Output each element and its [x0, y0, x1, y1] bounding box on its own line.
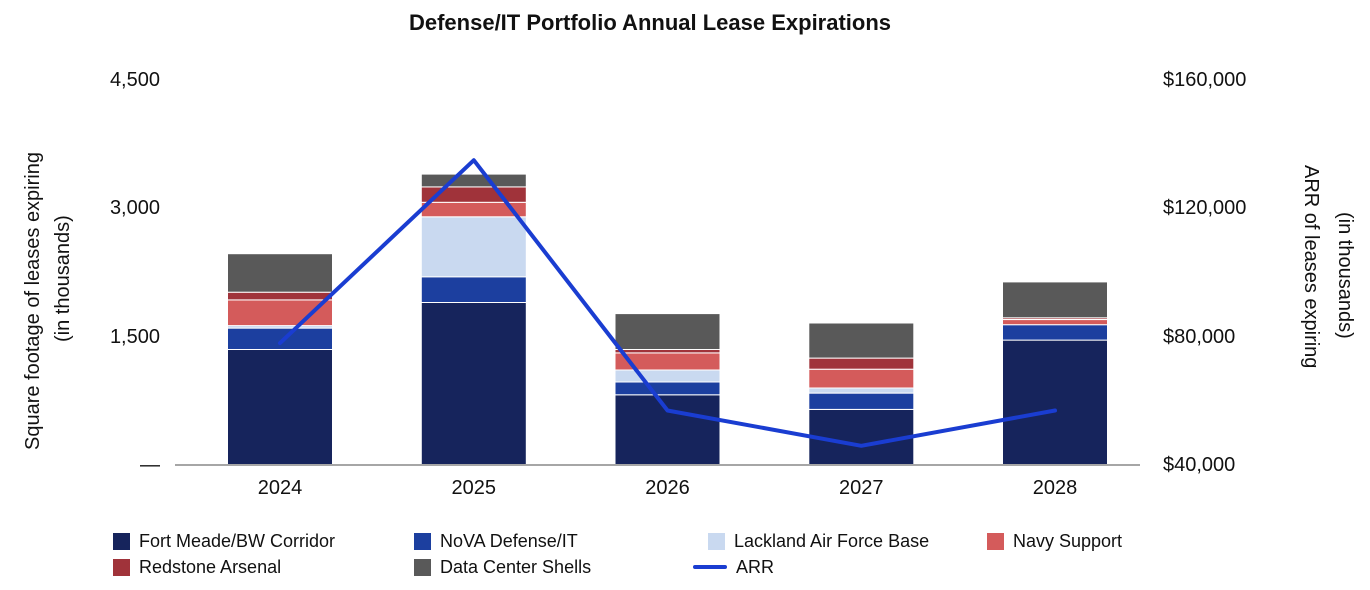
- legend-item: Lackland Air Force Base: [708, 531, 929, 551]
- legend-swatch-icon: [708, 532, 725, 550]
- x-axis-label: 2025: [451, 477, 497, 499]
- legend-label: Fort Meade/BW Corridor: [139, 530, 336, 551]
- bar-segment: [1002, 339, 1108, 466]
- legend-item: NoVA Defense/IT: [414, 531, 578, 551]
- legend-label: Navy Support: [1013, 530, 1123, 551]
- legend-item: ARR: [693, 557, 774, 577]
- legend-label: Data Center Shells: [440, 556, 592, 577]
- legend-swatch-icon: [113, 532, 130, 550]
- right-axis-title-line2: (in thousands): [1334, 212, 1356, 339]
- legend-label: Lackland Air Force Base: [734, 530, 930, 551]
- bar-segment: [808, 387, 915, 394]
- bar-segment: [420, 276, 527, 303]
- left-axis-tick: 3,000: [109, 197, 160, 220]
- bar-segment: [227, 349, 333, 466]
- right-axis-tick: $80,000: [1163, 325, 1236, 348]
- bar-segment: [420, 173, 527, 188]
- legend-item: Navy Support: [987, 531, 1122, 551]
- left-axis-tick: 1,500: [109, 325, 160, 348]
- legend-label: ARR: [736, 556, 775, 577]
- bar-segment: [420, 301, 527, 466]
- left-axis-title-line2: (in thousands): [52, 215, 74, 342]
- legend-swatch-icon: [987, 532, 1004, 550]
- right-axis-tick: $120,000: [1163, 197, 1247, 220]
- bar-segment: [1002, 319, 1108, 326]
- bar-segment: [420, 216, 527, 278]
- bar-segment: [808, 322, 915, 359]
- chart-title: Defense/IT Portfolio Annual Lease Expira…: [408, 10, 892, 35]
- right-axis-tick: $160,000: [1163, 69, 1247, 91]
- arr-line-icon: [693, 565, 727, 569]
- bar-segment: [614, 394, 721, 466]
- bar-segment: [227, 291, 333, 301]
- x-axis-label: 2027: [839, 477, 884, 499]
- legend-item: Data Center Shells: [414, 557, 591, 577]
- x-axis-label: 2024: [257, 477, 303, 499]
- x-axis-label: 2028: [1032, 477, 1078, 499]
- bar-segment: [808, 357, 915, 370]
- bar-segment: [614, 381, 721, 396]
- legend-label: NoVA Defense/IT: [440, 530, 578, 551]
- legend-item: Fort Meade/BW Corridor: [113, 531, 335, 551]
- left-axis-tick: —: [140, 454, 160, 476]
- x-axis-label: 2026: [645, 477, 690, 499]
- bar-segment: [614, 313, 721, 351]
- arr-line: [278, 158, 1057, 448]
- legend-swatch-icon: [414, 532, 431, 550]
- bar-segment: [227, 327, 333, 351]
- right-axis-tick: $40,000: [1163, 454, 1236, 476]
- bar-segment: [227, 253, 333, 293]
- legend-item: Redstone Arsenal: [113, 557, 281, 577]
- bar-segment: [808, 392, 915, 410]
- legend-swatch-icon: [113, 558, 130, 576]
- bar-segment: [614, 369, 721, 383]
- left-axis-title-line1: Square footage of leases expiring: [22, 152, 44, 450]
- legend-swatch-icon: [414, 558, 431, 576]
- bar-segment: [808, 368, 915, 389]
- bar-segment: [227, 299, 333, 327]
- left-axis-tick: 4,500: [109, 69, 160, 91]
- bar-segment: [614, 349, 721, 354]
- legend-label: Redstone Arsenal: [139, 556, 282, 577]
- bar-segment: [1002, 281, 1108, 319]
- bar-segment: [1002, 324, 1108, 341]
